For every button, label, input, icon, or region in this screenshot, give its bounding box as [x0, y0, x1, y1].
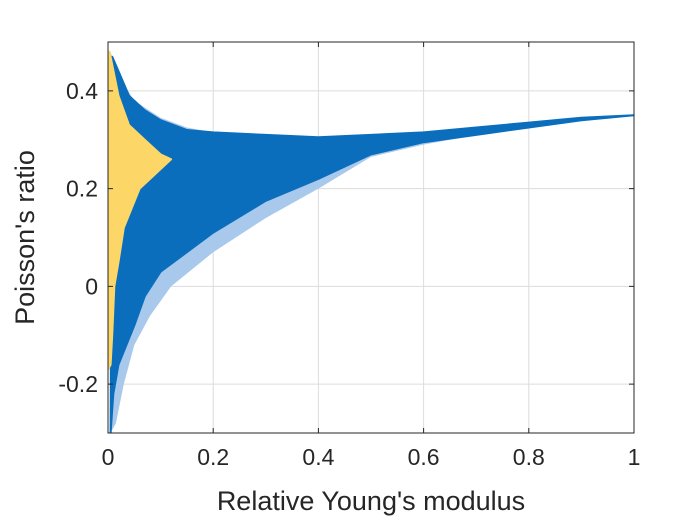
y-tick-label: 0: [85, 273, 98, 299]
axes-frame: [107, 41, 635, 434]
x-tick-label: 0.2: [197, 444, 229, 470]
y-tick-label: 0.4: [66, 78, 98, 104]
point-cloud-1: [109, 55, 634, 433]
x-axis-ticks: 0 0.2 0.4 0.6 0.8 1: [102, 42, 641, 470]
x-tick-label: 0.8: [513, 444, 545, 470]
x-tick-label: 0: [102, 444, 115, 470]
x-tick-label: 0.4: [302, 444, 334, 470]
point-cloud-2: [108, 50, 173, 371]
x-tick-label: 1: [628, 444, 641, 470]
x-tick-label: 0.6: [408, 444, 440, 470]
x-axis-label: Relative Young's modulus: [217, 486, 525, 516]
y-tick-label: -0.2: [58, 371, 98, 397]
y-tick-label: 0.2: [66, 176, 98, 202]
y-axis-ticks: -0.2 0 0.2 0.4: [58, 78, 634, 397]
y-axis-label: Poisson's ratio: [10, 150, 40, 325]
plot-area: [108, 50, 634, 433]
